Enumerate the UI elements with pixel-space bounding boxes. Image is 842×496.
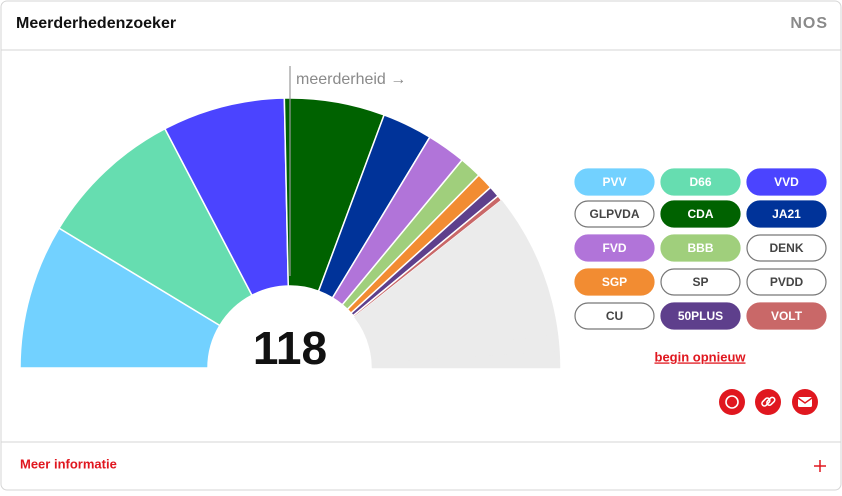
logo: NOS (790, 15, 828, 32)
party-button-bg (574, 200, 655, 228)
seat-total: 118 (253, 322, 327, 374)
party-button-bg (746, 168, 827, 196)
party-button-bg (660, 302, 741, 330)
party-button-bg (746, 302, 827, 330)
party-button[interactable]: DENK (746, 234, 827, 262)
majority-label: meerderheid → (296, 71, 406, 88)
share-email[interactable] (792, 389, 818, 415)
party-name: D66 (689, 175, 711, 189)
party-button[interactable]: JA21 (746, 200, 827, 228)
party-button[interactable]: PVDD (746, 268, 827, 296)
party-name: PVDD (770, 275, 804, 289)
party-name: 50PLUS (678, 309, 723, 323)
party-button-bg (660, 234, 741, 262)
party-button[interactable]: CDA (660, 200, 741, 228)
share-whatsapp[interactable] (719, 389, 745, 415)
party-name: CU (606, 309, 623, 323)
party-button-bg (574, 168, 655, 196)
party-button[interactable]: SP (660, 268, 741, 296)
party-button-bg (746, 234, 827, 262)
party-name: CDA (688, 207, 714, 221)
share-link[interactable] (755, 389, 781, 415)
party-name: SP (692, 275, 708, 289)
seat-chart: meerderheid → 118 (19, 66, 561, 374)
party-buttons: PVV D66 VVD GLPVDA CDA JA21 FVD BBB DENK SGP SP PVD… (574, 168, 827, 330)
party-button-bg (660, 168, 741, 196)
party-button[interactable]: 50PLUS (660, 302, 741, 330)
party-name: VVD (774, 175, 799, 189)
seat-segment (19, 227, 221, 369)
party-name: BBB (688, 241, 714, 255)
party-name: PVV (602, 175, 626, 189)
party-button-bg (574, 268, 655, 296)
party-name: GLPVDA (589, 207, 639, 221)
party-button-bg (574, 302, 655, 330)
party-button-bg (574, 234, 655, 262)
more-info[interactable]: Meer informatie (20, 456, 117, 471)
seat-segment (371, 350, 561, 369)
title: Meerderhedenzoeker (16, 15, 176, 32)
seat-segment (58, 127, 254, 327)
party-name: SGP (602, 275, 627, 289)
party-button[interactable]: PVV (574, 168, 655, 196)
expand-icon[interactable] (814, 460, 826, 472)
party-button-bg (660, 200, 741, 228)
party-name: JA21 (772, 207, 801, 221)
party-button-bg (660, 268, 741, 296)
party-button[interactable]: FVD (574, 234, 655, 262)
party-name: DENK (769, 241, 803, 255)
party-button-bg (746, 268, 827, 296)
party-button[interactable]: CU (574, 302, 655, 330)
party-name: VOLT (771, 309, 803, 323)
party-button[interactable]: GLPVDA (574, 200, 655, 228)
party-button[interactable]: VVD (746, 168, 827, 196)
reset-link[interactable]: begin opnieuw (655, 349, 747, 364)
party-button[interactable]: VOLT (746, 302, 827, 330)
party-name: FVD (603, 241, 627, 255)
party-button[interactable]: SGP (574, 268, 655, 296)
party-button-bg (746, 200, 827, 228)
party-button[interactable]: D66 (660, 168, 741, 196)
party-button[interactable]: BBB (660, 234, 741, 262)
